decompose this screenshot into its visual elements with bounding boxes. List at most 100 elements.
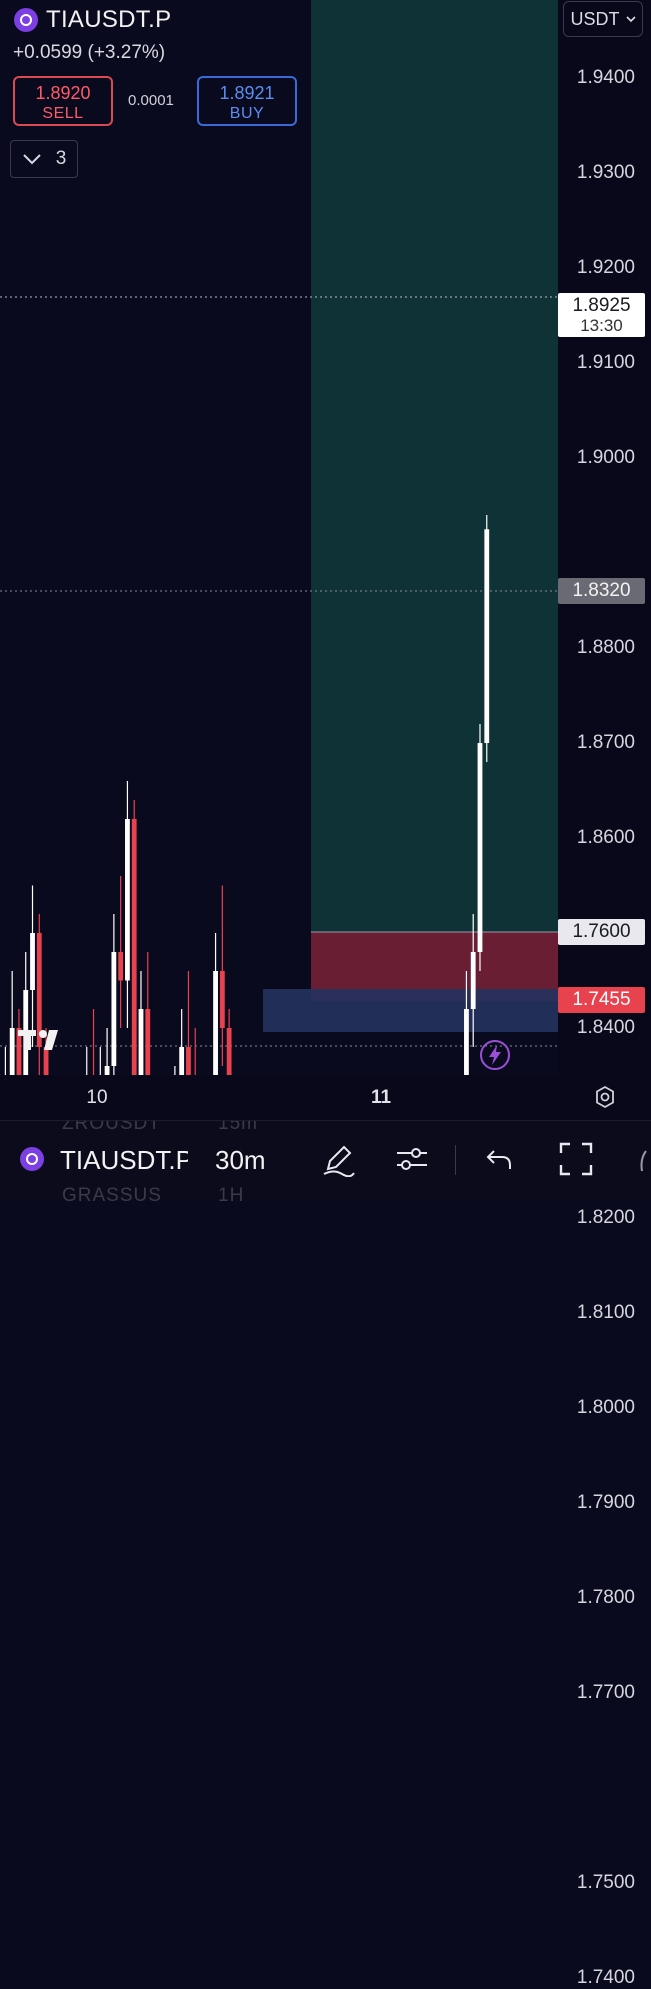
candle-body (9, 1028, 15, 1075)
candle-body (30, 933, 35, 990)
symbol-title[interactable]: TIAUSDT.P (46, 6, 172, 33)
price-tick: 1.7700 (576, 1682, 635, 1703)
price-tick: 1.7900 (576, 1492, 635, 1513)
candle-body (125, 819, 130, 981)
candle[interactable] (118, 876, 124, 1028)
time-label-10: 10 (86, 1087, 108, 1108)
sell-button[interactable]: 1.8920 SELL (13, 76, 113, 126)
candle[interactable] (484, 515, 490, 762)
gear-icon[interactable] (593, 1085, 617, 1109)
undo-icon[interactable] (484, 1141, 516, 1177)
candle[interactable] (3, 1047, 8, 1075)
candle[interactable] (138, 971, 144, 1075)
price-tick: 1.8100 (576, 1302, 635, 1323)
candle-body (213, 971, 218, 1075)
indicators-toggle-button[interactable]: 3 (10, 140, 78, 178)
candle[interactable] (30, 885, 35, 1048)
candle[interactable] (186, 971, 191, 1075)
chevron-down-icon (22, 154, 41, 165)
price-scale[interactable]: 1.9400 1.9300 1.9200 1.9100 1.9000 1.8800 1.87… (558, 0, 651, 1988)
candle[interactable] (125, 781, 130, 1028)
coin-icon (14, 8, 38, 32)
candle[interactable] (131, 800, 137, 1075)
candle-body (145, 1009, 151, 1075)
candlestick-chart[interactable] (0, 0, 558, 1075)
sell-price: 1.8920 (35, 83, 91, 103)
candle[interactable] (111, 914, 117, 1075)
settings-sliders-icon[interactable] (394, 1141, 430, 1177)
candle[interactable] (179, 1009, 185, 1075)
price-tick: 1.7500 (576, 1872, 635, 1893)
time-label-11: 11 (370, 1087, 392, 1108)
price-tick: 1.9200 (576, 257, 635, 278)
ghost-interval-1: 15m (218, 1120, 258, 1134)
candle[interactable] (84, 1047, 89, 1075)
bottom-toolbar: ZROUSDT 15m GRASSUS 1H TIAUSDT.P 30m (0, 1120, 651, 1201)
candle[interactable] (470, 914, 476, 1047)
candle[interactable] (464, 971, 469, 1075)
candle-body (179, 1047, 185, 1075)
price-tick: 1.8000 (576, 1397, 635, 1418)
toolbar-symbol-button[interactable]: TIAUSDT.P (60, 1145, 188, 1175)
price-tick: 1.9000 (576, 447, 635, 468)
chart-canvas[interactable] (0, 0, 558, 1075)
price-change: +0.0599 (+3.27%) (13, 42, 166, 63)
candle-body (226, 1028, 232, 1075)
price-tick: 1.8200 (576, 1207, 635, 1228)
candle[interactable] (226, 1009, 232, 1075)
current-price-tag: 1.8925 13:30 (558, 293, 645, 337)
time-axis[interactable]: 10 11 (0, 1075, 651, 1120)
price-tick: 1.8400 (576, 1017, 635, 1038)
chevron-down-icon (625, 15, 636, 22)
entry-price-tag: 1.7455 (558, 987, 645, 1013)
fullscreen-icon[interactable] (558, 1141, 594, 1177)
indicator-count: 3 (55, 148, 67, 169)
candle-body (36, 933, 42, 1047)
currency-label: USDT (570, 8, 620, 29)
candle[interactable] (9, 971, 15, 1075)
price-tick: 1.9100 (576, 352, 635, 373)
price-tick: 1.8800 (576, 637, 635, 658)
price-tick: 1.7400 (576, 1967, 635, 1988)
candle[interactable] (219, 885, 225, 1067)
candle[interactable] (193, 1028, 198, 1075)
candle-body (477, 743, 483, 952)
candle-body (138, 1009, 144, 1075)
tradingview-logo (18, 1030, 58, 1050)
symbol-row[interactable]: TIAUSDT.P (14, 6, 171, 34)
candle[interactable] (172, 1066, 177, 1075)
ghost-interval-2: 1H (218, 1185, 245, 1201)
candle[interactable] (145, 952, 151, 1075)
candle[interactable] (213, 933, 218, 1075)
spread-value: 0.0001 (128, 92, 174, 109)
target-price-tag: 1.7600 (558, 919, 645, 945)
candle[interactable] (23, 952, 29, 1075)
candle[interactable] (36, 914, 42, 1075)
candle[interactable] (43, 1028, 49, 1075)
candle-body (219, 971, 225, 1028)
candle[interactable] (477, 724, 483, 971)
chart-header: TIAUSDT.P +0.0599 (+3.27%) 1.8920 SELL 0… (0, 0, 560, 200)
ghost-symbol-2: GRASSUS (62, 1185, 162, 1201)
candle-body (470, 952, 476, 1009)
candle-body (118, 952, 124, 981)
candle[interactable] (98, 1047, 103, 1075)
entry-zone[interactable] (263, 989, 558, 1032)
current-price-value: 1.8925 (572, 294, 631, 316)
candle-body (484, 529, 490, 743)
draw-pen-icon[interactable] (320, 1141, 356, 1177)
price-tick: 1.7800 (576, 1587, 635, 1608)
currency-select[interactable]: USDT (563, 1, 643, 37)
buy-button[interactable]: 1.8921 BUY (197, 76, 297, 126)
more-icon[interactable] (636, 1141, 651, 1177)
price-tick: 1.9400 (576, 67, 635, 88)
candle[interactable] (104, 1028, 110, 1075)
price-tick: 1.9300 (576, 162, 635, 183)
lightning-icon[interactable] (479, 1039, 511, 1071)
interval-button[interactable]: 30m (215, 1145, 266, 1175)
profit-zone[interactable] (311, 0, 558, 932)
candle-body (43, 1047, 49, 1075)
toolbar-divider (455, 1145, 456, 1175)
candle[interactable] (91, 1009, 96, 1075)
buy-price: 1.8921 (219, 83, 275, 103)
